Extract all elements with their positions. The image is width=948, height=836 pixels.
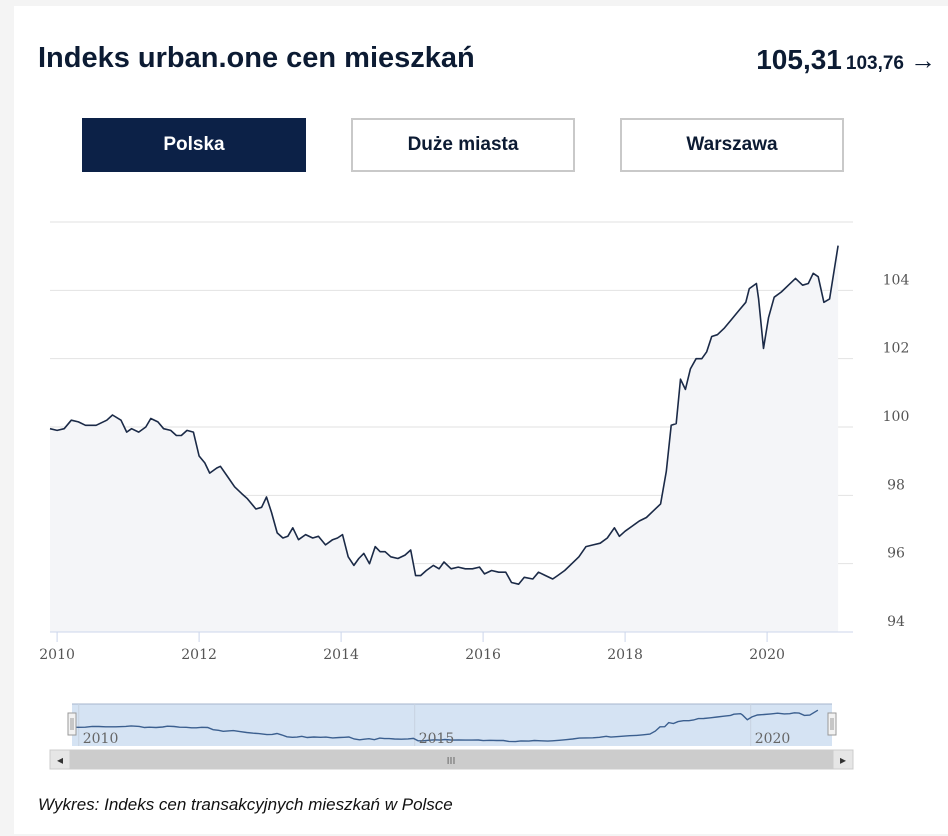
navigator-tick-label: 2015 — [419, 731, 455, 747]
handle-box — [827, 712, 837, 736]
y-tick-label: 104 — [883, 272, 910, 288]
arrow-right-small-icon: ▸ — [840, 753, 846, 767]
tab-polska[interactable]: Polska — [82, 118, 306, 172]
navigator-tick-label: 2020 — [755, 731, 791, 747]
x-tick-label: 2016 — [465, 647, 501, 663]
x-tick-label: 2020 — [749, 647, 785, 663]
y-tick-label: 102 — [883, 341, 910, 357]
page-title: Indeks urban.one cen mieszkań — [38, 42, 475, 74]
x-tick-label: 2014 — [323, 647, 359, 663]
tab-warszawa[interactable]: Warszawa — [620, 118, 844, 172]
tab-duze-miasta[interactable]: Duże miasta — [351, 118, 575, 172]
x-tick-label: 2010 — [39, 647, 75, 663]
previous-index-value: 103,76 — [845, 53, 904, 74]
index-value-box[interactable]: 105,31 103,76 → — [756, 44, 936, 76]
scrollbar-left-button[interactable] — [49, 749, 71, 770]
chart-caption: Wykres: Indeks cen transakcyjnych mieszk… — [38, 795, 453, 814]
current-index-value: 105,31 — [756, 44, 842, 75]
y-tick-label: 100 — [883, 409, 910, 425]
series-line — [49, 245, 839, 585]
y-tick-label: 98 — [887, 477, 905, 493]
price-index-chart: 2010 2012 2014 2016 2018 2020 94 96 98 100 102 104 2… — [39, 221, 910, 770]
x-tick-label: 2018 — [607, 647, 643, 663]
y-tick-label: 96 — [887, 546, 905, 562]
scrollbar-right-button[interactable] — [832, 749, 854, 770]
scrollbar-grip-icon: III — [447, 756, 456, 767]
arrow-right-icon[interactable]: → — [910, 45, 936, 75]
navigator-mask — [72, 704, 832, 746]
navigator-tick-label: 2010 — [83, 731, 119, 747]
handle-box — [67, 712, 77, 736]
navigator-left-handle[interactable] — [67, 712, 77, 736]
x-tick-label: 2012 — [181, 647, 217, 663]
series-area — [50, 245, 839, 632]
navigator-right-handle[interactable] — [827, 712, 837, 736]
arrow-left-icon: ◂ — [57, 753, 63, 767]
navigator-series-line — [71, 709, 819, 743]
y-tick-label: 94 — [887, 614, 905, 630]
